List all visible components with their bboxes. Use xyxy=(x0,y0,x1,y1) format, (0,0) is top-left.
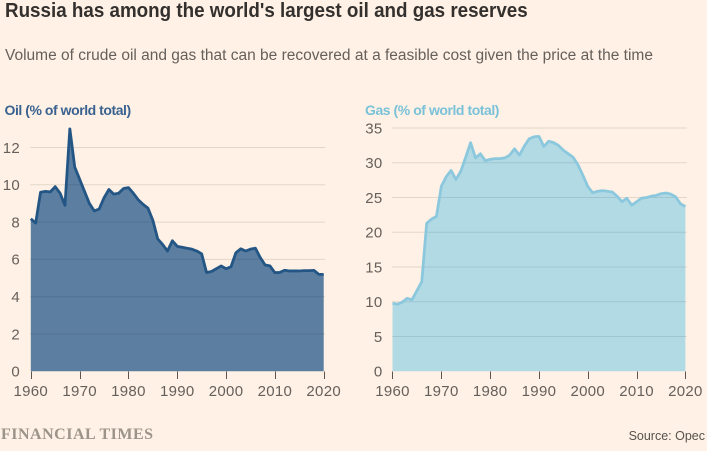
svg-text:10: 10 xyxy=(3,177,20,194)
svg-text:35: 35 xyxy=(365,120,382,137)
svg-text:1960: 1960 xyxy=(375,383,410,400)
svg-text:12: 12 xyxy=(3,140,20,157)
svg-text:1980: 1980 xyxy=(473,383,508,400)
svg-text:1960: 1960 xyxy=(14,383,49,400)
svg-text:1980: 1980 xyxy=(111,383,146,400)
svg-text:4: 4 xyxy=(11,289,20,306)
svg-text:0: 0 xyxy=(374,364,383,381)
svg-text:1990: 1990 xyxy=(522,383,557,400)
svg-text:1990: 1990 xyxy=(160,383,195,400)
svg-text:5: 5 xyxy=(374,329,383,346)
svg-text:0: 0 xyxy=(11,364,20,381)
svg-text:2: 2 xyxy=(11,326,20,343)
svg-text:8: 8 xyxy=(11,214,20,231)
svg-text:2020: 2020 xyxy=(306,383,341,400)
svg-text:2000: 2000 xyxy=(570,383,605,400)
svg-text:20: 20 xyxy=(365,225,382,242)
svg-text:10: 10 xyxy=(365,294,382,311)
svg-text:1970: 1970 xyxy=(62,383,97,400)
svg-text:2010: 2010 xyxy=(619,383,654,400)
svg-text:15: 15 xyxy=(365,259,382,276)
svg-text:2010: 2010 xyxy=(258,383,293,400)
svg-text:1970: 1970 xyxy=(424,383,459,400)
svg-text:30: 30 xyxy=(365,155,382,172)
svg-text:25: 25 xyxy=(365,190,382,207)
svg-text:6: 6 xyxy=(11,252,20,269)
svg-text:2020: 2020 xyxy=(668,383,703,400)
svg-text:2000: 2000 xyxy=(209,383,244,400)
